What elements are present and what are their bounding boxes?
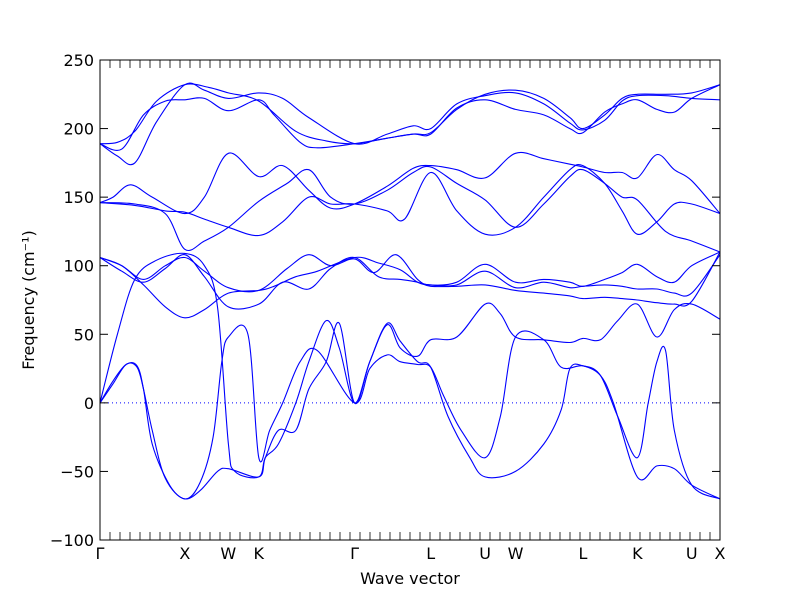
band-line-7	[99, 251, 721, 293]
band-line-10	[99, 321, 721, 500]
y-axis-label: Frequency (cm⁻¹)	[19, 230, 38, 369]
x-tick-label: L	[426, 544, 435, 563]
x-tick-label: X	[715, 544, 726, 563]
y-tick-label: 150	[63, 188, 94, 207]
x-tick-label: X	[179, 544, 190, 563]
band-line-9	[99, 251, 721, 310]
y-tick-label: −50	[60, 462, 94, 481]
y-tick-label: 50	[74, 325, 94, 344]
y-tick-label: 100	[63, 257, 94, 276]
band-line-5	[99, 163, 721, 237]
band-line-12	[99, 252, 721, 479]
band-line-4	[99, 151, 721, 215]
band-line-2	[99, 82, 721, 166]
band-line-8	[99, 254, 721, 319]
plot-frame	[99, 59, 721, 541]
band-line-3	[99, 84, 721, 151]
x-axis-label: Wave vector	[360, 569, 460, 588]
band-line-11	[99, 324, 721, 500]
band-line-6	[99, 165, 721, 253]
x-tick-label: K	[632, 544, 643, 563]
y-tick-label: 250	[63, 51, 94, 70]
x-tick-label: Γ	[96, 544, 105, 563]
x-tick-label: W	[220, 544, 236, 563]
y-tick-label: 0	[84, 394, 94, 413]
y-tick-label: −100	[50, 531, 94, 550]
x-tick-label: U	[686, 544, 698, 563]
x-tick-label: U	[479, 544, 491, 563]
band-line-1	[99, 83, 721, 145]
x-tick-label: K	[254, 544, 265, 563]
x-tick-label: L	[578, 544, 587, 563]
y-tick-label: 200	[63, 120, 94, 139]
x-tick-label: Γ	[350, 544, 359, 563]
x-tick-label: W	[508, 544, 524, 563]
